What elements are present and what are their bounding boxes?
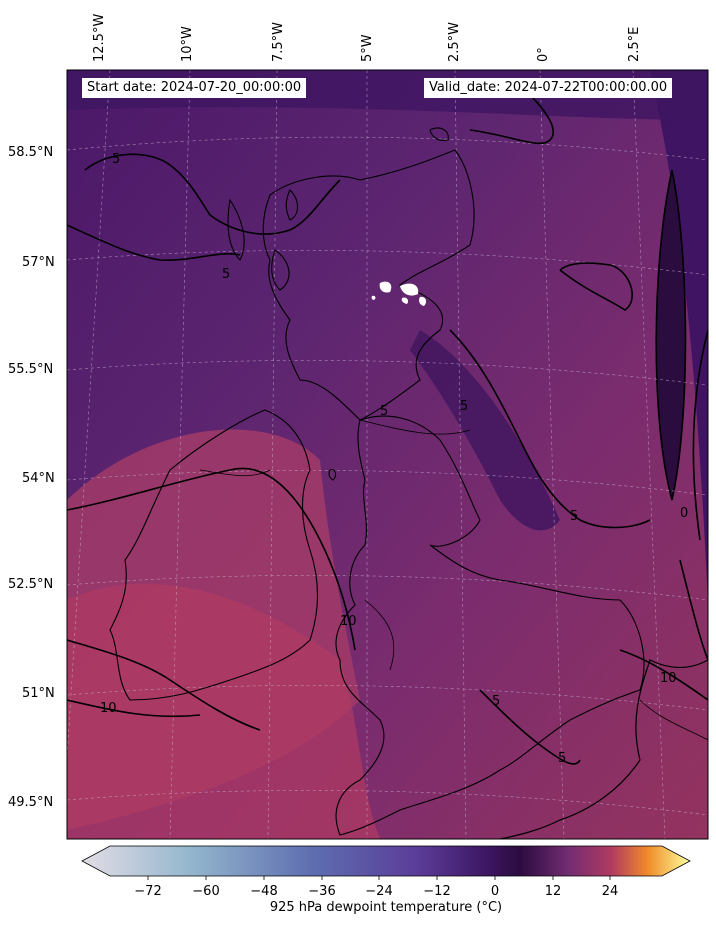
contour-label: 5	[222, 267, 230, 282]
latitude-label: 55.5°N	[8, 362, 54, 377]
colorbar	[81, 845, 691, 880]
contour-label: 5	[558, 751, 566, 766]
map-panel: 5 5 5 5 5 0 10 10 5 10 5	[67, 70, 708, 839]
map-frame	[66, 69, 709, 840]
colorbar-tick-label: −72	[134, 884, 162, 899]
contour-5-north-sea	[469, 94, 554, 145]
contour-label-group: 5 5 5 5 5 0 10 10 5 10 5	[100, 152, 688, 766]
contour-5-east	[559, 262, 634, 311]
longitude-label: 7.5°W	[271, 21, 286, 62]
contour-10-ireland	[67, 467, 356, 651]
coastline-england	[335, 415, 645, 836]
longitude-label: 2.5°W	[447, 21, 462, 62]
longitude-label: 5°W	[360, 34, 375, 62]
colorbar-tick-label: 12	[544, 884, 562, 899]
contour-5-west	[67, 224, 241, 262]
contour-label: 10	[340, 614, 357, 629]
colorbar-bar	[81, 845, 691, 877]
colorbar-tick-label: −24	[365, 884, 393, 899]
latitude-label: 51°N	[22, 686, 55, 701]
colorbar-tick-label: −36	[308, 884, 336, 899]
longitude-label: 2.5°E	[627, 26, 642, 62]
contour-label: 5	[570, 509, 578, 524]
contour-label: 10	[100, 701, 117, 716]
cold-band-north-sea	[650, 70, 708, 600]
contour-label: 5	[112, 152, 120, 167]
longitude-label: 10°W	[180, 26, 195, 62]
cold-ellipse-east	[655, 169, 687, 501]
colorbar-tick-label: −48	[250, 884, 278, 899]
contour-5-eastern-scotland	[449, 329, 651, 529]
latitude-label: 54°N	[22, 471, 55, 486]
latitude-label: 49.5°N	[8, 795, 54, 810]
contour-label: 5	[492, 694, 500, 709]
start-date-label: Start date: 2024-07-20_00:00:00	[82, 78, 307, 98]
coastline-continent	[499, 659, 708, 839]
contour-5-southeast	[479, 689, 581, 765]
contour-label: 10	[660, 671, 677, 686]
latitude-label: 57°N	[22, 255, 55, 270]
missing-data-patches	[371, 281, 427, 306]
contour-label: 5	[380, 404, 388, 419]
colorbar-tick-label: −12	[423, 884, 451, 899]
dewpoint-contours	[67, 94, 708, 765]
longitude-label: 12.5°W	[92, 13, 107, 62]
colorbar-tick-marks	[147, 876, 611, 880]
contour-5-northwest	[84, 153, 341, 235]
contour-label: 5	[460, 399, 468, 414]
colorbar-tick-label: 24	[601, 884, 619, 899]
latitude-label: 58.5°N	[8, 145, 54, 160]
latitude-label: 52.5°N	[8, 577, 54, 592]
cold-band-eastern-scotland	[410, 330, 560, 531]
valid-date-label: Valid_date: 2024-07-22T00:00:00.00	[424, 78, 673, 98]
longitude-label: 0°	[536, 47, 551, 62]
contour-10-southeast	[619, 649, 708, 701]
contour-10-southwest	[67, 639, 261, 731]
coastline-scotland	[262, 149, 475, 421]
colorbar-tick-label: 0	[490, 884, 500, 899]
contour-0-far-east	[679, 559, 708, 661]
contour-0-east	[692, 329, 708, 541]
contour-label: 0	[680, 506, 688, 521]
graticule	[67, 70, 708, 839]
colorbar-title: 925 hPa dewpoint temperature (°C)	[269, 900, 503, 915]
coastline-ireland	[109, 409, 319, 701]
contour-10-south	[67, 699, 201, 718]
colorbar-tick-label: −60	[192, 884, 220, 899]
coastlines	[109, 127, 708, 839]
